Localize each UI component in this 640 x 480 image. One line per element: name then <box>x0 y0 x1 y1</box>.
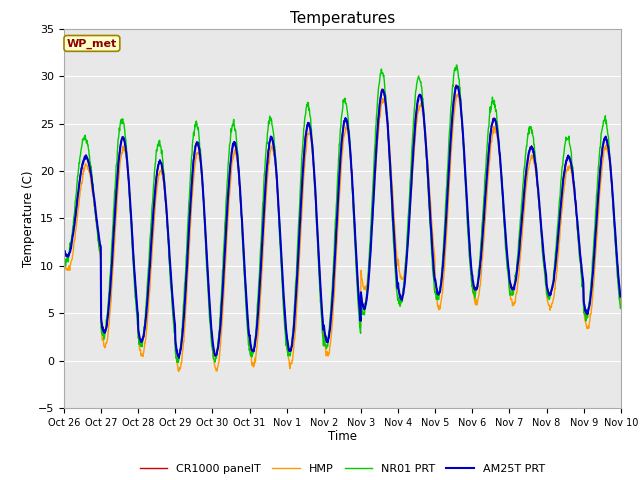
CR1000 panelT <box>246 342 254 348</box>
CR1000 panelT <box>184 246 191 252</box>
Line: CR1000 panelT: CR1000 panelT <box>64 85 620 357</box>
AM25T PRT <box>170 315 178 321</box>
CR1000 panelT <box>212 354 220 360</box>
AM25T PRT <box>429 254 436 260</box>
Line: AM25T PRT: AM25T PRT <box>64 86 620 358</box>
AM25T PRT <box>502 238 510 243</box>
AM25T PRT <box>551 266 559 272</box>
CR1000 panelT <box>616 295 624 300</box>
HMP <box>616 302 624 308</box>
X-axis label: Time: Time <box>328 431 357 444</box>
NR01 PRT <box>246 352 254 358</box>
HMP <box>184 264 192 270</box>
NR01 PRT <box>502 247 510 252</box>
HMP <box>502 240 510 245</box>
CR1000 panelT <box>452 82 460 88</box>
NR01 PRT <box>452 62 460 68</box>
CR1000 panelT <box>60 253 68 259</box>
HMP <box>170 320 178 326</box>
HMP <box>60 282 68 288</box>
NR01 PRT <box>170 330 178 336</box>
CR1000 panelT <box>429 256 436 262</box>
Title: Temperatures: Temperatures <box>290 11 395 26</box>
AM25T PRT <box>184 242 192 248</box>
HMP <box>175 369 182 374</box>
CR1000 panelT <box>551 264 559 269</box>
Y-axis label: Temperature (C): Temperature (C) <box>22 170 35 267</box>
Text: WP_met: WP_met <box>67 38 117 48</box>
AM25T PRT <box>453 83 461 89</box>
AM25T PRT <box>60 253 68 259</box>
AM25T PRT <box>175 355 182 361</box>
NR01 PRT <box>174 360 182 365</box>
NR01 PRT <box>551 256 559 262</box>
HMP <box>454 92 461 97</box>
AM25T PRT <box>246 340 254 346</box>
NR01 PRT <box>616 305 624 311</box>
NR01 PRT <box>429 269 436 275</box>
HMP <box>246 349 254 355</box>
HMP <box>551 286 559 292</box>
Line: HMP: HMP <box>64 95 620 372</box>
Line: NR01 PRT: NR01 PRT <box>64 65 620 362</box>
AM25T PRT <box>616 294 624 300</box>
NR01 PRT <box>60 315 68 321</box>
HMP <box>429 233 436 239</box>
Legend: CR1000 panelT, HMP, NR01 PRT, AM25T PRT: CR1000 panelT, HMP, NR01 PRT, AM25T PRT <box>135 459 550 478</box>
CR1000 panelT <box>502 239 510 245</box>
NR01 PRT <box>184 216 192 221</box>
CR1000 panelT <box>170 318 178 324</box>
